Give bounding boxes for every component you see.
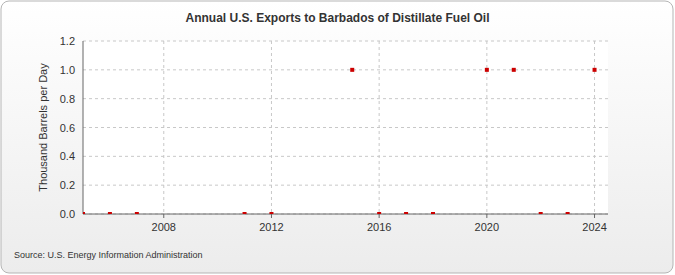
grid-line [83,156,608,157]
source: Source: U.S. Energy Information Administ… [14,250,203,260]
y-tick-label: 1.0 [60,64,75,76]
grid-line [83,98,608,99]
grid-line [271,41,272,214]
grid-line [83,69,608,70]
y-tick-label: 1.2 [60,35,75,47]
chart: Annual U.S. Exports to Barbados of Disti… [0,0,675,275]
x-axis [83,214,608,215]
y-tick-label: 0.6 [60,122,75,134]
x-tick [271,214,272,218]
x-tick [486,214,487,218]
point [243,212,247,214]
point [350,68,354,72]
grid-line [379,41,380,214]
y-tick-label: 0.2 [60,179,75,191]
point [512,68,516,72]
grid-line [594,41,595,214]
y-tick-label: 0.0 [60,208,75,220]
background [1,1,673,273]
x-tick-label: 2016 [367,221,391,233]
plot-area [83,41,608,214]
grid-line [486,41,487,214]
point [404,212,408,214]
y-tick-label: 0.4 [60,150,75,162]
point [377,212,381,214]
grid-line [163,41,164,214]
grid-line [83,185,608,186]
x-tick [163,214,164,218]
x-tick [379,214,380,218]
grid-line [83,41,608,42]
x-tick-label: 2020 [475,221,499,233]
x-tick-label: 2008 [152,221,176,233]
point [269,212,273,214]
y-tick-label: 0.8 [60,93,75,105]
x-tick-label: 2024 [582,221,606,233]
y-axis-label: Thousand Barrels per Day [37,63,49,192]
series [83,68,597,214]
grid-line [83,127,608,128]
point [83,212,85,214]
point [431,212,435,214]
point [593,68,597,72]
point [539,212,543,214]
point [135,212,139,214]
grid-line [83,214,608,215]
title: Annual U.S. Exports to Barbados of Disti… [185,11,489,25]
point [485,68,489,72]
point [566,212,570,214]
x-tick [594,214,595,218]
point [108,212,112,214]
y-axis [83,41,84,214]
x-tick-label: 2012 [259,221,283,233]
